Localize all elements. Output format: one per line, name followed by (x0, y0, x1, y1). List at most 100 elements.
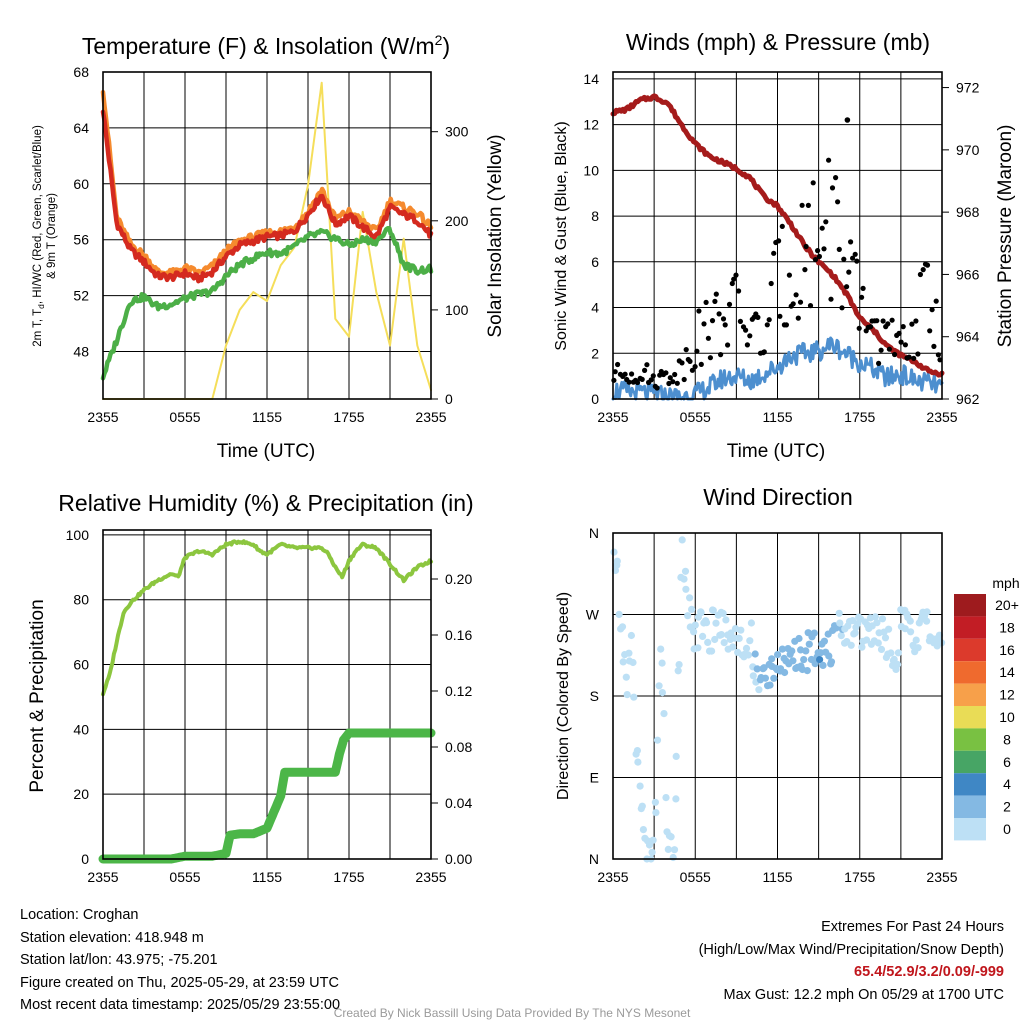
y-tick-label: 100 (66, 527, 90, 543)
gust-point (859, 294, 865, 300)
direction-point (742, 644, 751, 653)
direction-panel-title: Wind Direction (703, 484, 853, 510)
station-latlon: Station lat/lon: 43.975; -75.201 (20, 952, 218, 968)
direction-point (619, 658, 627, 666)
gust-point (854, 258, 860, 264)
legend-swatch (954, 773, 986, 796)
y-tick-label: 40 (73, 721, 89, 737)
gust-point (933, 298, 939, 304)
gust-point (906, 354, 912, 360)
direction-point (746, 637, 754, 645)
direction-point (633, 747, 642, 755)
direction-point (623, 691, 631, 699)
gust-point (666, 380, 672, 387)
x-tick-label: 1755 (844, 869, 875, 885)
gust-point (909, 321, 915, 327)
temperature-ylabel-line2: & 9m T (Orange) (46, 193, 58, 279)
legend-swatch (954, 818, 986, 841)
temperature-xlabel: Time (UTC) (217, 441, 316, 462)
gust-point (744, 342, 751, 348)
gust-point (835, 199, 841, 205)
direction-point (816, 656, 824, 664)
legend-label: 10 (999, 709, 1015, 725)
gust-point (629, 371, 635, 377)
direction-point (680, 575, 688, 583)
gust-point (622, 371, 628, 377)
gust-point (755, 314, 761, 320)
gust-point (821, 246, 827, 252)
legend-label: 6 (1003, 754, 1011, 770)
legend-label: 16 (999, 642, 1015, 658)
legend-label: 18 (999, 619, 1015, 635)
direction-point (674, 667, 682, 675)
direction-point (625, 649, 633, 657)
direction-point (658, 659, 666, 667)
gust-point (747, 333, 753, 339)
gust-point (823, 219, 829, 225)
direction-point (639, 826, 648, 834)
y-tick-label: 0 (81, 851, 89, 867)
y-tick-label: 60 (73, 176, 89, 192)
direction-point (653, 736, 662, 744)
direction-point (618, 623, 627, 631)
legend-swatch (954, 616, 986, 639)
direction-point (675, 661, 683, 669)
direction-point (906, 617, 914, 625)
x-tick-label: 0555 (169, 409, 200, 425)
gust-point (826, 157, 832, 163)
direction-point (682, 585, 690, 593)
series-2m-td (100, 225, 434, 381)
humidity-panel: Relative Humidity (%) & Precipitation (i… (27, 490, 474, 885)
gust-point (797, 299, 804, 305)
gust-point (929, 307, 935, 313)
temperature-panel-title: Temperature (F) & Insolation (W/m2) (82, 32, 450, 59)
direction-point (638, 802, 646, 810)
direction-point (744, 651, 753, 659)
direction-point (747, 619, 756, 627)
gust-point (844, 284, 850, 290)
direction-point (912, 636, 920, 644)
gust-point (687, 358, 693, 364)
x-tick-label: 0555 (680, 869, 711, 885)
y-tick-label: 80 (73, 592, 89, 608)
direction-point (709, 606, 717, 614)
gust-point (793, 292, 799, 298)
gust-point (911, 355, 917, 361)
right-tick-label: 0.20 (445, 571, 472, 587)
gust-point (783, 322, 790, 328)
direction-point (877, 645, 886, 654)
y-tick-label: 4 (591, 300, 599, 316)
direction-point (699, 632, 707, 641)
direction-point (636, 782, 644, 790)
temperature-ylabel: 2m T, Td, HI/WC (Red, Green, Scarlet/Blu… (32, 125, 46, 347)
gust-point (698, 361, 704, 367)
direction-point (651, 798, 660, 806)
gust-point (829, 185, 836, 191)
y-tick-label: S (590, 688, 599, 704)
direction-point (678, 536, 686, 544)
gust-point (812, 257, 819, 263)
series-2m-t (100, 109, 434, 284)
direction-point (634, 758, 642, 766)
direction-point (847, 641, 855, 649)
gust-point (694, 348, 700, 354)
gust-point (819, 225, 825, 231)
extremes-description: (High/Low/Max Wind/Precipitation/Snow De… (698, 941, 1004, 958)
direction-point (672, 795, 680, 803)
gust-point (672, 371, 678, 378)
direction-point (774, 651, 782, 659)
legend-swatch (954, 683, 986, 706)
direction-point (836, 619, 844, 627)
extremes-info: Extremes For Past 24 Hours (High/Low/Max… (699, 916, 1004, 1006)
gust-point (737, 318, 744, 324)
gust-point (799, 202, 805, 208)
gust-point (802, 267, 808, 273)
direction-point (885, 625, 893, 633)
gust-point (634, 379, 641, 386)
direction-point (851, 629, 859, 637)
legend-label: 8 (1003, 731, 1011, 747)
direction-point (615, 610, 623, 619)
gust-point (816, 253, 823, 260)
legend-label: 2 (1003, 799, 1011, 815)
x-tick-label: 2355 (926, 409, 957, 425)
